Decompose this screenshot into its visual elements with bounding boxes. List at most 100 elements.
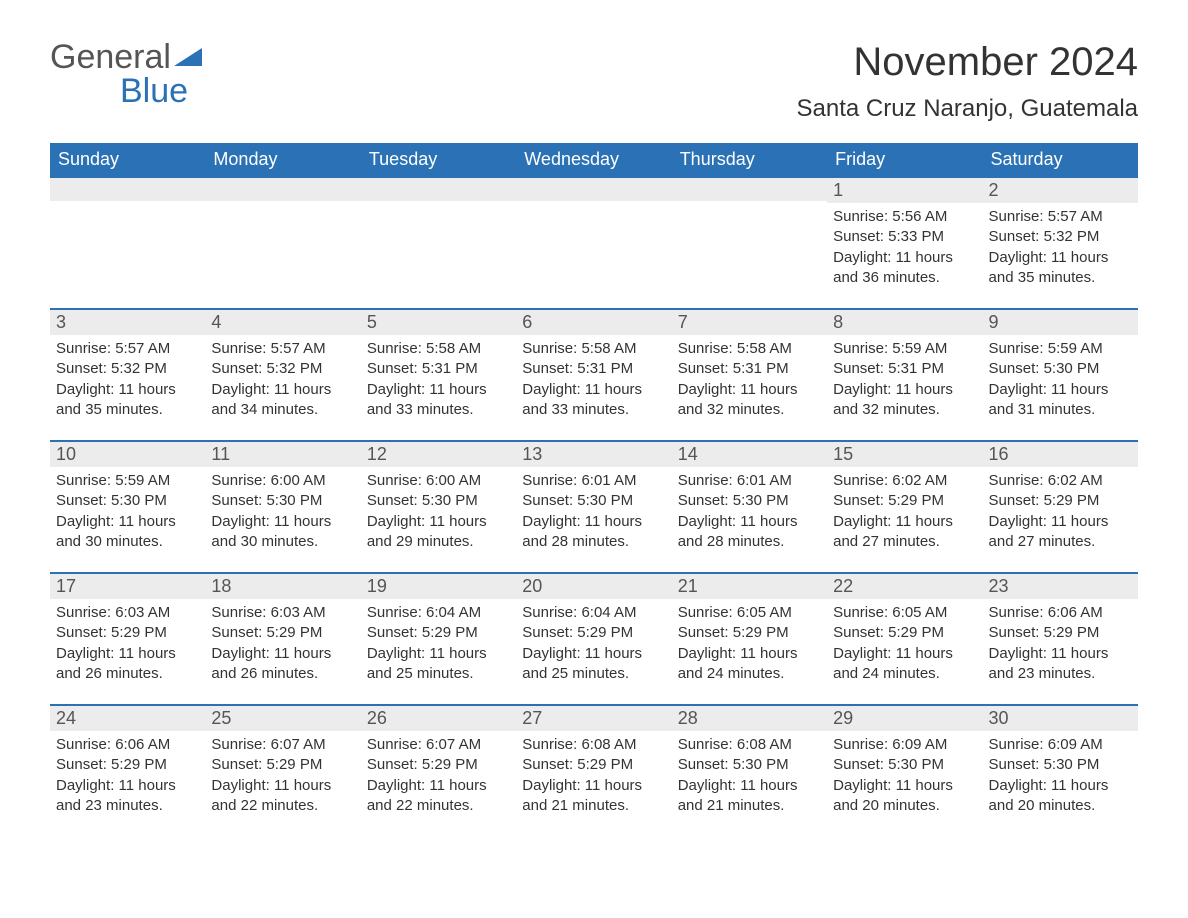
- day-number: 14: [672, 440, 827, 467]
- day-cell: 22Sunrise: 6:05 AMSunset: 5:29 PMDayligh…: [827, 572, 982, 704]
- day-details: Sunrise: 6:05 AMSunset: 5:29 PMDaylight:…: [672, 599, 827, 692]
- sunset-text: Sunset: 5:33 PM: [833, 227, 976, 247]
- calendar-cell: 29Sunrise: 6:09 AMSunset: 5:30 PMDayligh…: [827, 704, 982, 836]
- sunset-text: Sunset: 5:31 PM: [678, 359, 821, 379]
- calendar-cell: 1Sunrise: 5:56 AMSunset: 5:33 PMDaylight…: [827, 176, 982, 308]
- sunrise-text: Sunrise: 6:06 AM: [56, 735, 199, 755]
- sunset-text: Sunset: 5:29 PM: [522, 755, 665, 775]
- calendar-cell: [672, 176, 827, 308]
- day-details: Sunrise: 5:56 AMSunset: 5:33 PMDaylight:…: [827, 203, 982, 296]
- day-cell: 21Sunrise: 6:05 AMSunset: 5:29 PMDayligh…: [672, 572, 827, 704]
- sunrise-text: Sunrise: 5:59 AM: [833, 339, 976, 359]
- sunrise-text: Sunrise: 6:01 AM: [522, 471, 665, 491]
- calendar-cell: 25Sunrise: 6:07 AMSunset: 5:29 PMDayligh…: [205, 704, 360, 836]
- day-cell: 16Sunrise: 6:02 AMSunset: 5:29 PMDayligh…: [983, 440, 1138, 572]
- day-number: 27: [516, 704, 671, 731]
- calendar-cell: 11Sunrise: 6:00 AMSunset: 5:30 PMDayligh…: [205, 440, 360, 572]
- sunset-text: Sunset: 5:29 PM: [989, 623, 1132, 643]
- day-details: Sunrise: 6:09 AMSunset: 5:30 PMDaylight:…: [827, 731, 982, 824]
- calendar-cell: 3Sunrise: 5:57 AMSunset: 5:32 PMDaylight…: [50, 308, 205, 440]
- calendar-cell: 4Sunrise: 5:57 AMSunset: 5:32 PMDaylight…: [205, 308, 360, 440]
- daylight-text: Daylight: 11 hours and 20 minutes.: [989, 776, 1132, 817]
- daylight-text: Daylight: 11 hours and 23 minutes.: [56, 776, 199, 817]
- sunset-text: Sunset: 5:30 PM: [833, 755, 976, 775]
- daylight-text: Daylight: 11 hours and 33 minutes.: [367, 380, 510, 421]
- daylight-text: Daylight: 11 hours and 21 minutes.: [522, 776, 665, 817]
- day-number: 10: [50, 440, 205, 467]
- sunset-text: Sunset: 5:29 PM: [56, 755, 199, 775]
- day-number: 19: [361, 572, 516, 599]
- logo-word-1: General: [50, 38, 171, 76]
- day-details: Sunrise: 6:04 AMSunset: 5:29 PMDaylight:…: [361, 599, 516, 692]
- sunset-text: Sunset: 5:29 PM: [367, 755, 510, 775]
- day-cell: 10Sunrise: 5:59 AMSunset: 5:30 PMDayligh…: [50, 440, 205, 572]
- day-cell: 8Sunrise: 5:59 AMSunset: 5:31 PMDaylight…: [827, 308, 982, 440]
- daylight-text: Daylight: 11 hours and 22 minutes.: [367, 776, 510, 817]
- day-cell: 7Sunrise: 5:58 AMSunset: 5:31 PMDaylight…: [672, 308, 827, 440]
- calendar-cell: 10Sunrise: 5:59 AMSunset: 5:30 PMDayligh…: [50, 440, 205, 572]
- calendar-cell: 30Sunrise: 6:09 AMSunset: 5:30 PMDayligh…: [983, 704, 1138, 836]
- day-number: 20: [516, 572, 671, 599]
- sunset-text: Sunset: 5:29 PM: [833, 623, 976, 643]
- day-number: 3: [50, 308, 205, 335]
- day-details: Sunrise: 6:07 AMSunset: 5:29 PMDaylight:…: [205, 731, 360, 824]
- calendar-cell: 24Sunrise: 6:06 AMSunset: 5:29 PMDayligh…: [50, 704, 205, 836]
- sunrise-text: Sunrise: 6:06 AM: [989, 603, 1132, 623]
- daylight-text: Daylight: 11 hours and 30 minutes.: [211, 512, 354, 553]
- daylight-text: Daylight: 11 hours and 25 minutes.: [367, 644, 510, 685]
- daylight-text: Daylight: 11 hours and 27 minutes.: [833, 512, 976, 553]
- calendar-week-row: 24Sunrise: 6:06 AMSunset: 5:29 PMDayligh…: [50, 704, 1138, 836]
- day-cell: 14Sunrise: 6:01 AMSunset: 5:30 PMDayligh…: [672, 440, 827, 572]
- day-details: Sunrise: 6:02 AMSunset: 5:29 PMDaylight:…: [983, 467, 1138, 560]
- day-cell: 11Sunrise: 6:00 AMSunset: 5:30 PMDayligh…: [205, 440, 360, 572]
- title-block: November 2024 Santa Cruz Naranjo, Guatem…: [796, 40, 1138, 123]
- day-details: Sunrise: 5:57 AMSunset: 5:32 PMDaylight:…: [50, 335, 205, 428]
- day-details: Sunrise: 6:08 AMSunset: 5:29 PMDaylight:…: [516, 731, 671, 824]
- empty-day-strip: [516, 176, 671, 201]
- day-cell: 18Sunrise: 6:03 AMSunset: 5:29 PMDayligh…: [205, 572, 360, 704]
- calendar-cell: 5Sunrise: 5:58 AMSunset: 5:31 PMDaylight…: [361, 308, 516, 440]
- calendar-head: SundayMondayTuesdayWednesdayThursdayFrid…: [50, 143, 1138, 176]
- sunset-text: Sunset: 5:29 PM: [678, 623, 821, 643]
- sunset-text: Sunset: 5:32 PM: [989, 227, 1132, 247]
- day-cell: 29Sunrise: 6:09 AMSunset: 5:30 PMDayligh…: [827, 704, 982, 836]
- calendar-cell: 8Sunrise: 5:59 AMSunset: 5:31 PMDaylight…: [827, 308, 982, 440]
- daylight-text: Daylight: 11 hours and 35 minutes.: [56, 380, 199, 421]
- day-cell: 6Sunrise: 5:58 AMSunset: 5:31 PMDaylight…: [516, 308, 671, 440]
- sunset-text: Sunset: 5:29 PM: [522, 623, 665, 643]
- daylight-text: Daylight: 11 hours and 32 minutes.: [678, 380, 821, 421]
- daylight-text: Daylight: 11 hours and 32 minutes.: [833, 380, 976, 421]
- sunset-text: Sunset: 5:30 PM: [367, 491, 510, 511]
- day-cell: 15Sunrise: 6:02 AMSunset: 5:29 PMDayligh…: [827, 440, 982, 572]
- sunrise-text: Sunrise: 6:02 AM: [833, 471, 976, 491]
- sunrise-text: Sunrise: 6:00 AM: [211, 471, 354, 491]
- day-cell: 5Sunrise: 5:58 AMSunset: 5:31 PMDaylight…: [361, 308, 516, 440]
- calendar-cell: 13Sunrise: 6:01 AMSunset: 5:30 PMDayligh…: [516, 440, 671, 572]
- weekday-header: Tuesday: [361, 143, 516, 176]
- calendar-cell: 15Sunrise: 6:02 AMSunset: 5:29 PMDayligh…: [827, 440, 982, 572]
- day-number: 21: [672, 572, 827, 599]
- day-details: Sunrise: 6:06 AMSunset: 5:29 PMDaylight:…: [983, 599, 1138, 692]
- sunrise-text: Sunrise: 6:02 AM: [989, 471, 1132, 491]
- day-details: Sunrise: 5:58 AMSunset: 5:31 PMDaylight:…: [361, 335, 516, 428]
- calendar-cell: 6Sunrise: 5:58 AMSunset: 5:31 PMDaylight…: [516, 308, 671, 440]
- daylight-text: Daylight: 11 hours and 35 minutes.: [989, 248, 1132, 289]
- weekday-header: Friday: [827, 143, 982, 176]
- daylight-text: Daylight: 11 hours and 26 minutes.: [56, 644, 199, 685]
- sunset-text: Sunset: 5:31 PM: [367, 359, 510, 379]
- sunrise-text: Sunrise: 5:58 AM: [522, 339, 665, 359]
- day-details: Sunrise: 6:08 AMSunset: 5:30 PMDaylight:…: [672, 731, 827, 824]
- sunset-text: Sunset: 5:29 PM: [367, 623, 510, 643]
- sunset-text: Sunset: 5:29 PM: [211, 623, 354, 643]
- sunrise-text: Sunrise: 6:05 AM: [678, 603, 821, 623]
- calendar-cell: [50, 176, 205, 308]
- day-details: Sunrise: 6:06 AMSunset: 5:29 PMDaylight:…: [50, 731, 205, 824]
- day-number: 18: [205, 572, 360, 599]
- day-number: 22: [827, 572, 982, 599]
- day-details: Sunrise: 5:59 AMSunset: 5:30 PMDaylight:…: [50, 467, 205, 560]
- day-cell: 17Sunrise: 6:03 AMSunset: 5:29 PMDayligh…: [50, 572, 205, 704]
- weekday-header: Sunday: [50, 143, 205, 176]
- daylight-text: Daylight: 11 hours and 31 minutes.: [989, 380, 1132, 421]
- day-cell: 12Sunrise: 6:00 AMSunset: 5:30 PMDayligh…: [361, 440, 516, 572]
- day-details: Sunrise: 6:01 AMSunset: 5:30 PMDaylight:…: [672, 467, 827, 560]
